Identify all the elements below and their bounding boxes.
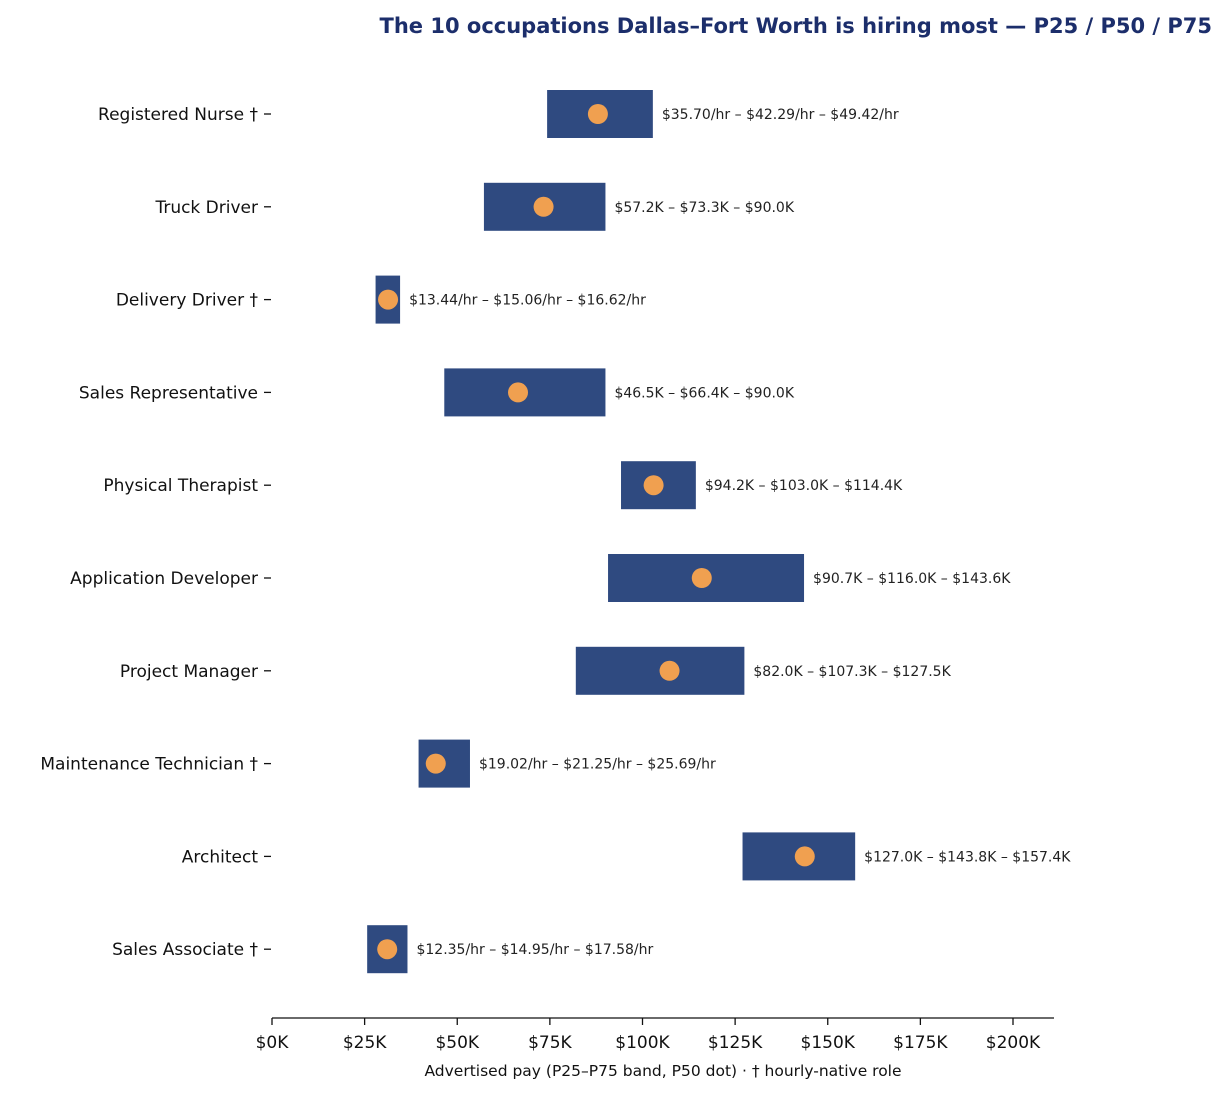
median-dot	[508, 382, 529, 403]
data-label: $57.2K – $73.3K – $90.0K	[614, 200, 794, 216]
median-dot	[587, 104, 608, 124]
data-label: $35.70/hr – $42.29/hr – $49.42/hr	[662, 107, 899, 123]
category-label: Maintenance Technician †	[40, 755, 258, 775]
category-label: Architect	[182, 847, 259, 867]
x-tick-label: $25K	[343, 1033, 387, 1053]
median-dot	[533, 196, 554, 217]
x-axis-label: Advertised pay (P25–P75 band, P50 dot) ·…	[424, 1062, 901, 1080]
x-tick-label: $150K	[801, 1033, 856, 1053]
chart-title: The 10 occupations Dallas–Fort Worth is …	[380, 14, 1212, 38]
data-label: $82.0K – $107.3K – $127.5K	[753, 664, 951, 680]
x-tick-label: $50K	[435, 1033, 479, 1053]
x-tick-label: $200K	[986, 1033, 1041, 1053]
x-tick-label: $100K	[615, 1033, 670, 1053]
data-label: $46.5K – $66.4K – $90.0K	[614, 385, 794, 401]
median-dot	[794, 846, 815, 867]
median-dot	[425, 753, 446, 774]
category-label: Delivery Driver †	[116, 291, 259, 311]
category-label: Truck Driver	[154, 198, 258, 218]
category-label: Physical Therapist	[103, 476, 258, 496]
category-label: Sales Associate †	[112, 940, 258, 960]
category-label: Sales Representative	[79, 383, 258, 403]
plot-area: Registered Nurse † $35.70/hr – $42.29/hr …	[40, 90, 1071, 1053]
category-label: Registered Nurse †	[98, 105, 258, 125]
data-label: $13.44/hr – $15.06/hr – $16.62/hr	[409, 293, 646, 309]
x-tick-label: $125K	[708, 1033, 763, 1053]
data-label: $90.7K – $116.0K – $143.6K	[813, 571, 1011, 587]
x-tick-label: $0K	[256, 1033, 290, 1053]
category-label: Project Manager	[120, 662, 258, 682]
data-label: $19.02/hr – $21.25/hr – $25.69/hr	[479, 757, 716, 773]
median-dot	[659, 660, 680, 681]
category-label: Application Developer	[70, 569, 258, 589]
median-dot	[377, 939, 398, 960]
data-label: $127.0K – $143.8K – $157.4K	[864, 849, 1071, 865]
data-label: $12.35/hr – $14.95/hr – $17.58/hr	[416, 942, 653, 958]
x-tick-label: $75K	[528, 1033, 572, 1053]
x-tick-label: $175K	[893, 1033, 948, 1053]
median-dot	[378, 289, 399, 310]
median-dot	[691, 568, 712, 588]
data-label: $94.2K – $103.0K – $114.4K	[705, 478, 903, 494]
median-dot	[643, 475, 664, 496]
